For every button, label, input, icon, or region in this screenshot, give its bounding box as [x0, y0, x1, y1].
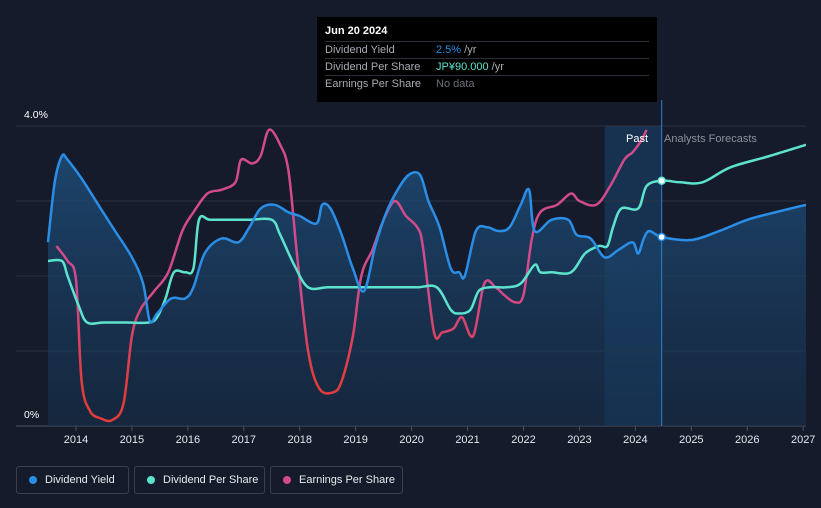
earnings-per-share-line [55, 128, 648, 423]
legend-dot-icon [147, 476, 155, 484]
x-tick-label: 2015 [120, 434, 144, 446]
tooltip-value: No data [436, 78, 475, 90]
x-axis: 2014 2015 2016 2017 2018 2019 2020 2021 2022 2023… [64, 426, 815, 446]
x-tick-label: 2026 [735, 434, 759, 446]
dividend-yield-line [46, 153, 806, 324]
highlight-points [657, 176, 666, 242]
legend-dot-icon [29, 476, 37, 484]
tooltip-label: Earnings Per Share [325, 78, 421, 90]
x-tick-label: 2021 [455, 434, 479, 446]
x-tick-label: 2023 [567, 434, 591, 446]
legend-earnings-per-share[interactable]: Earnings Per Share [270, 466, 403, 494]
y-axis-bottom-label: 0% [24, 409, 39, 421]
legend-dividend-per-share[interactable]: Dividend Per Share [134, 466, 265, 494]
x-tick-label: 2017 [232, 434, 256, 446]
highlight-point [657, 176, 666, 185]
chart-canvas: 4.0% 0% Past Analysts Forecasts 2014 2015… [16, 100, 815, 446]
legend-label: Dividend Per Share [163, 474, 259, 486]
tooltip-value: JP¥90.000 [436, 61, 489, 73]
highlight-point [657, 232, 666, 242]
tooltip-row-dividend-per-share: Dividend Per Share JP¥90.000 /yr [325, 58, 649, 76]
tooltip-unit: /yr [461, 44, 477, 56]
tooltip-row-dividend-yield: Dividend Yield 2.5% /yr [325, 41, 649, 59]
tooltip-label: Dividend Per Share [325, 61, 421, 73]
y-axis-top-label: 4.0% [24, 109, 48, 121]
tooltip-label: Dividend Yield [325, 44, 395, 56]
x-tick-label: 2024 [623, 434, 647, 446]
tooltip-unit: /yr [488, 61, 504, 73]
legend-dot-icon [283, 476, 291, 484]
legend-label: Earnings Per Share [299, 474, 395, 486]
tooltip: Jun 20 2024 Dividend Yield 2.5% /yr Divi… [317, 17, 657, 102]
series-group [46, 128, 806, 426]
past-label: Past [626, 133, 648, 145]
x-tick-label: 2019 [343, 434, 367, 446]
x-tick-label: 2020 [399, 434, 423, 446]
x-tick-label: 2016 [176, 434, 200, 446]
x-tick-label: 2022 [511, 434, 535, 446]
x-tick-label: 2027 [791, 434, 815, 446]
dividend-per-share-line [47, 143, 806, 325]
x-tick-label: 2014 [64, 434, 88, 446]
x-tick-label: 2025 [679, 434, 703, 446]
forecast-label: Analysts Forecasts [664, 133, 757, 145]
legend-label: Dividend Yield [45, 474, 115, 486]
legend-dividend-yield[interactable]: Dividend Yield [16, 466, 129, 494]
tooltip-value: 2.5% [436, 44, 462, 56]
x-tick-label: 2018 [287, 434, 311, 446]
tooltip-date: Jun 20 2024 [325, 25, 388, 37]
tooltip-row-earnings-per-share: Earnings Per Share No data [325, 75, 649, 93]
